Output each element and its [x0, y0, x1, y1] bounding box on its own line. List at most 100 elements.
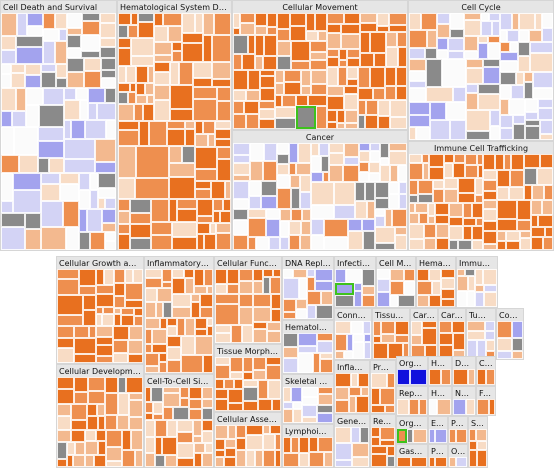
treemap-cell[interactable] [467, 291, 475, 307]
treemap-category[interactable]: Gene Ex... [334, 414, 370, 468]
treemap-cell[interactable] [38, 127, 64, 141]
treemap-cell[interactable] [225, 181, 231, 199]
treemap-cell[interactable] [395, 227, 407, 235]
treemap-cell[interactable] [90, 173, 98, 190]
treemap-cell[interactable] [334, 205, 355, 219]
treemap-cell[interactable] [170, 62, 179, 85]
treemap-cell[interactable] [360, 53, 374, 67]
treemap-cell[interactable] [316, 106, 327, 129]
treemap-cell[interactable] [293, 409, 302, 423]
treemap-cell[interactable] [125, 300, 143, 308]
treemap-cell[interactable] [289, 143, 298, 163]
treemap-cell[interactable] [98, 198, 105, 209]
treemap-cell[interactable] [172, 237, 197, 250]
treemap-cell[interactable] [215, 425, 228, 439]
treemap-cell[interactable] [283, 402, 293, 409]
treemap-cell[interactable] [41, 184, 60, 201]
treemap-cell[interactable] [397, 429, 407, 443]
treemap-cell[interactable] [90, 232, 105, 250]
treemap-cell[interactable] [118, 121, 139, 130]
treemap-cell[interactable] [74, 377, 88, 392]
treemap-cell[interactable] [38, 158, 49, 173]
treemap-cell[interactable] [355, 182, 365, 201]
treemap-cell[interactable] [106, 430, 122, 447]
treemap-cell[interactable] [404, 281, 415, 295]
treemap-cell[interactable] [390, 281, 404, 295]
treemap-cell[interactable] [118, 13, 131, 25]
treemap-cell[interactable] [519, 13, 535, 30]
treemap-cell[interactable] [263, 450, 275, 467]
treemap-cell[interactable] [233, 175, 250, 181]
treemap-cell[interactable] [145, 278, 162, 288]
treemap-cell[interactable] [509, 99, 525, 115]
treemap-cell[interactable] [246, 425, 263, 435]
treemap-cell[interactable] [370, 67, 385, 88]
treemap-cell[interactable] [96, 269, 104, 285]
treemap-cell[interactable] [352, 443, 369, 457]
treemap-cell[interactable] [233, 155, 250, 163]
treemap-cell[interactable] [118, 234, 130, 250]
treemap-cell[interactable] [517, 220, 531, 231]
treemap-cell[interactable] [531, 215, 538, 227]
treemap-cell[interactable] [172, 51, 182, 62]
treemap-cell[interactable] [255, 35, 264, 56]
treemap-cell[interactable] [426, 87, 453, 102]
treemap-cell[interactable] [177, 199, 197, 209]
treemap-cell[interactable] [377, 292, 390, 307]
treemap-cell[interactable] [497, 170, 510, 187]
treemap-cell[interactable] [530, 53, 553, 72]
treemap-cell[interactable] [233, 28, 240, 35]
treemap-cell[interactable] [483, 209, 497, 221]
treemap-category[interactable]: Skeletal and ... [282, 374, 334, 424]
treemap-cell[interactable] [497, 200, 517, 219]
treemap-cell[interactable] [197, 199, 213, 216]
treemap-cell[interactable] [169, 163, 195, 177]
treemap-cell[interactable] [343, 165, 359, 182]
treemap-cell[interactable] [426, 59, 442, 87]
treemap-cell[interactable] [476, 429, 487, 441]
treemap-cell[interactable] [195, 181, 211, 189]
treemap-cell[interactable] [145, 83, 154, 95]
treemap-cell[interactable] [450, 120, 466, 140]
treemap-cell[interactable] [380, 440, 395, 446]
treemap-category[interactable]: Cell Death and Survival [0, 0, 117, 251]
treemap-cell[interactable] [509, 187, 524, 200]
treemap-cell[interactable] [233, 220, 248, 235]
treemap-cell[interactable] [118, 199, 130, 211]
treemap-cell[interactable] [362, 286, 375, 295]
treemap-cell[interactable] [437, 399, 451, 415]
treemap-cell[interactable] [513, 115, 525, 124]
treemap-cell[interactable] [483, 221, 497, 231]
treemap-category[interactable]: Conne... [496, 308, 524, 360]
treemap-cell[interactable] [511, 85, 524, 99]
treemap-cell[interactable] [542, 28, 553, 42]
treemap-cell[interactable] [138, 22, 154, 38]
treemap-cell[interactable] [525, 99, 538, 112]
treemap-cell[interactable] [189, 387, 202, 399]
treemap-cell[interactable] [441, 278, 455, 289]
treemap-cell[interactable] [215, 365, 230, 379]
treemap-cell[interactable] [236, 438, 246, 450]
treemap-cell[interactable] [180, 398, 189, 407]
treemap-cell[interactable] [380, 143, 389, 158]
treemap-cell[interactable] [172, 42, 182, 51]
treemap-category[interactable]: Immune Cell Trafficking [408, 141, 554, 251]
treemap-cell[interactable] [398, 295, 415, 307]
treemap-cell[interactable] [429, 154, 444, 167]
treemap-cell[interactable] [136, 66, 148, 83]
treemap-cell[interactable] [113, 353, 128, 363]
treemap-cell[interactable] [210, 223, 216, 234]
treemap-cell[interactable] [409, 154, 422, 163]
treemap-cell[interactable] [458, 240, 472, 250]
treemap-cell[interactable] [214, 13, 231, 35]
treemap-cell[interactable] [38, 141, 64, 158]
treemap-cell[interactable] [163, 13, 182, 26]
treemap-cell[interactable] [300, 192, 311, 209]
treemap-cell[interactable] [118, 393, 129, 415]
treemap-category[interactable]: Cell Cycle [408, 0, 554, 141]
treemap-cell[interactable] [360, 32, 370, 53]
treemap-cell[interactable] [435, 215, 449, 224]
treemap-cell[interactable] [239, 307, 253, 325]
treemap-cell[interactable] [409, 48, 425, 59]
treemap-cell[interactable] [1, 13, 17, 36]
